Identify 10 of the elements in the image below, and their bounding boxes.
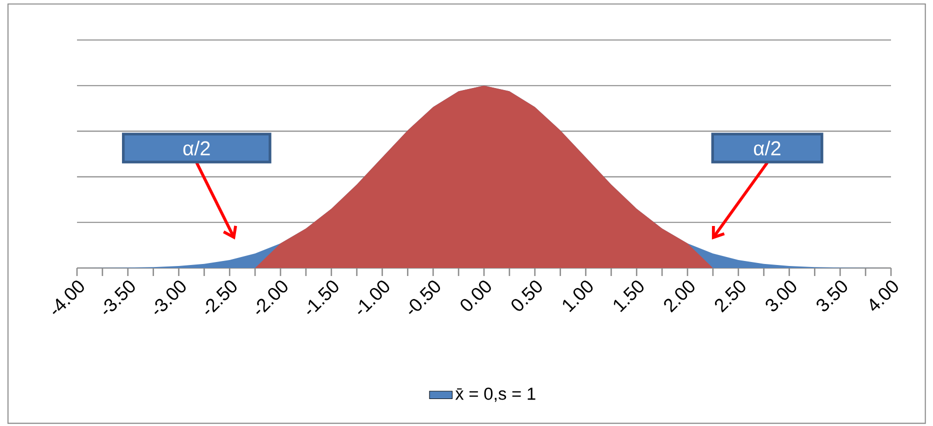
x-tick-label: 0.50 [512, 280, 542, 311]
legend-label: x̄ = 0,s = 1 [455, 388, 536, 402]
x-tick-label: 1.00 [562, 280, 593, 312]
x-tick-label: 3.00 [766, 280, 796, 312]
x-tick-label: 1.50 [614, 280, 644, 312]
annotation: α/2 [183, 140, 210, 156]
annotation: α/2 [754, 140, 780, 156]
x-tick-label: 3.50 [816, 280, 848, 312]
x-tick-label: 4.00 [870, 280, 898, 311]
x-tick-label: 0.00 [460, 280, 491, 311]
